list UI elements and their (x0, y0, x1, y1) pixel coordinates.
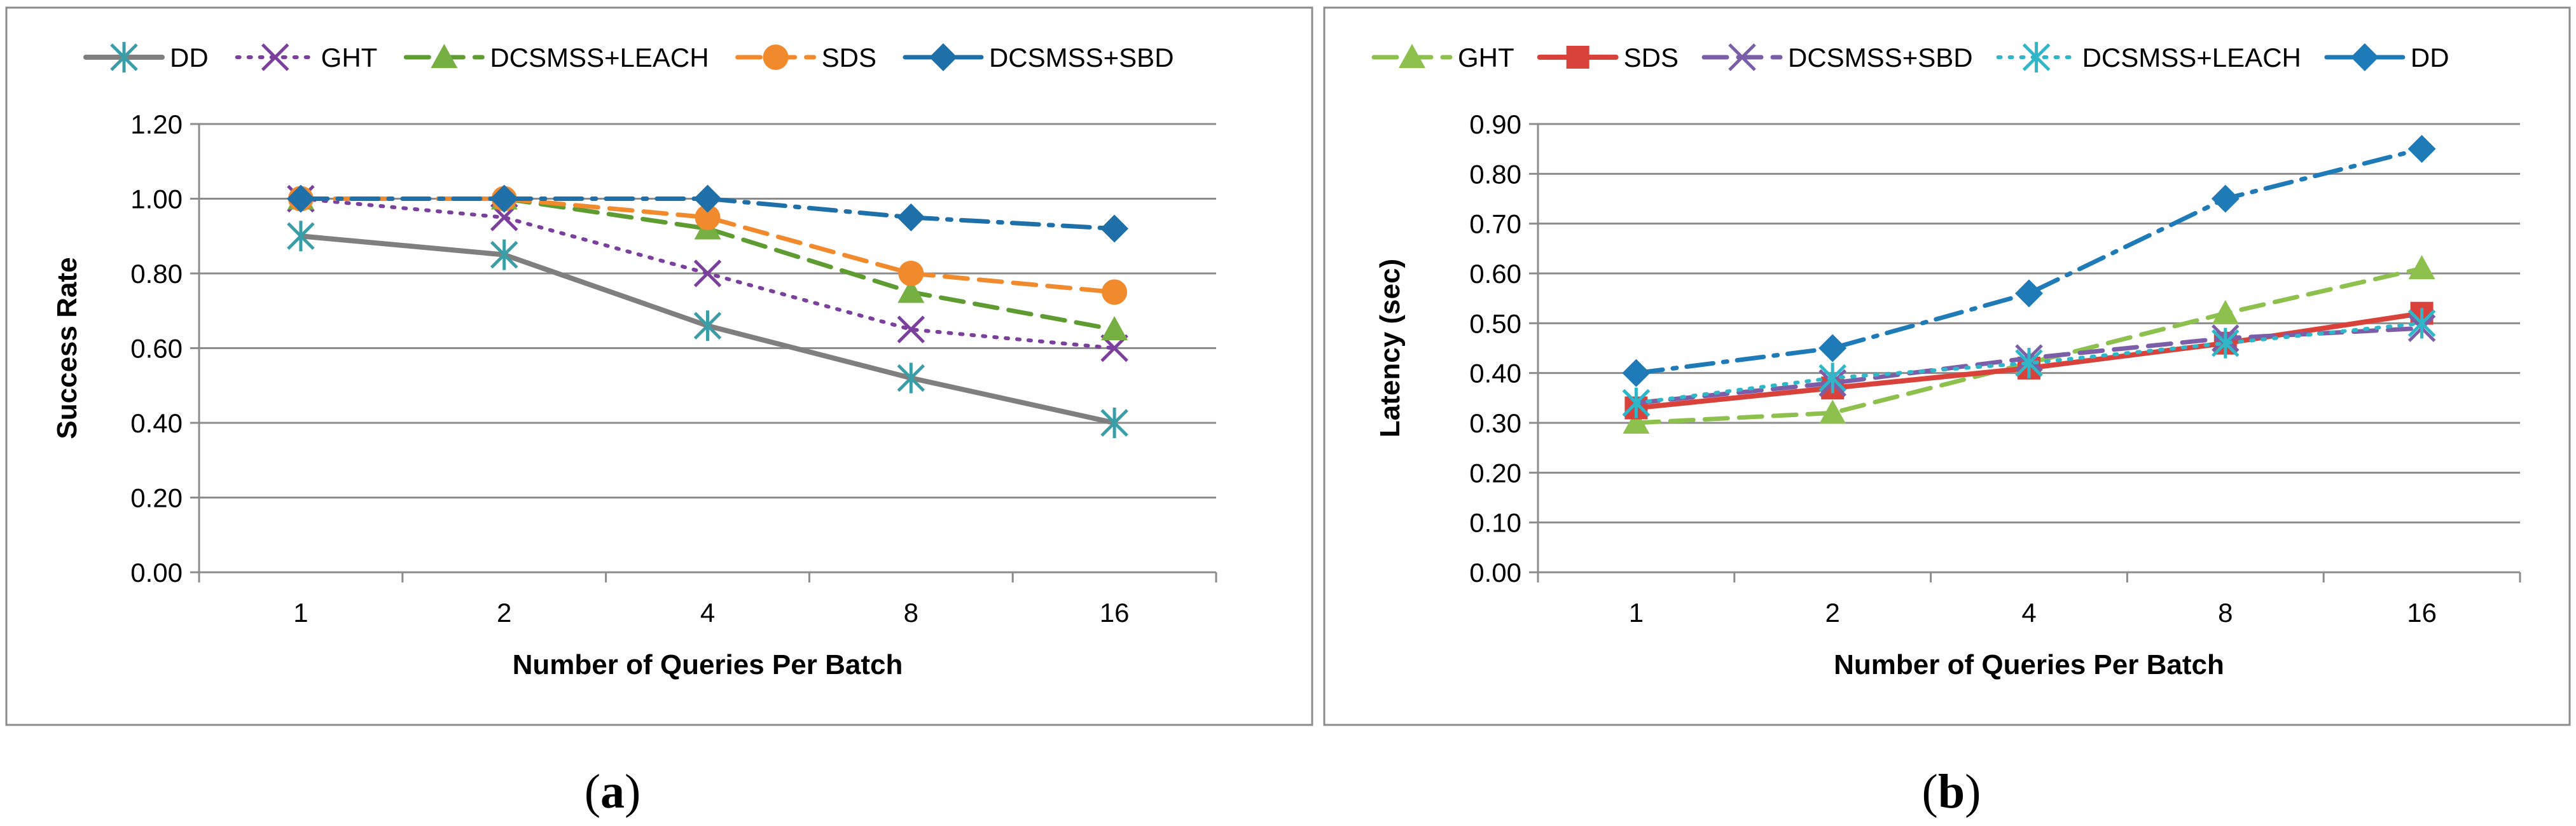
panel-a-xtick-label: 2 (497, 598, 511, 628)
panel-a-legend-marker (763, 45, 789, 70)
panel-b-chart: 0.00 0.10 0.20 0.30 0.40 0.50 0.60 0.70 0.80 0.90… (1371, 42, 2521, 680)
panel-a-xtick-label: 4 (700, 598, 715, 628)
panel-b-legend-marker (2350, 43, 2379, 71)
panel-a-legend-label: SDS (822, 43, 876, 72)
panel-a-ytick-label: 1.20 (130, 109, 183, 139)
panel-b-legend-marker (2022, 42, 2051, 72)
panel-a-ytick-label: 0.80 (130, 259, 183, 289)
panel-b-data-point (2212, 299, 2239, 324)
panel-b-data-point (2211, 184, 2240, 213)
panel-a-data-point (897, 362, 925, 394)
panel-b-legend-marker (1728, 43, 1756, 71)
panel-b-xtick-label: 4 (2021, 598, 2036, 628)
panel-a-data-point (897, 203, 925, 231)
panel-b-data-point (1622, 359, 1651, 387)
panel-a-legend-marker (110, 42, 138, 72)
panel-a-legend-marker (929, 43, 957, 71)
panel-a-xtick-label: 16 (1100, 598, 1130, 628)
panel-b-legend: GHT SDS DCSMSS+SBD DCSMSS+LEACH DD (1371, 42, 2449, 72)
panel-b-legend-label: GHT (1458, 43, 1514, 72)
panel-b-xtick-label: 1 (1629, 598, 1644, 628)
panel-a-series-line (298, 196, 1117, 294)
panel-a-caption: (a) (585, 765, 641, 818)
panel-b-caption: (b) (1922, 765, 1981, 818)
panel-b-data-point (2407, 135, 2436, 163)
panel-a-data-point (1100, 408, 1128, 438)
panel-a-legend-marker (261, 43, 289, 71)
panel-a-ytick-label: 0.60 (130, 334, 183, 364)
panel-b-series-dcsmss-leach (1622, 308, 2436, 418)
panel-b-legend-marker (1566, 46, 1589, 69)
panel-b-ytick-label: 0.20 (1469, 458, 1521, 488)
panel-a-frame (5, 6, 1313, 726)
panel-a-x-axis-title: Number of Queries Per Batch (513, 649, 903, 680)
panel-a-data-point (1102, 279, 1128, 305)
panel-a-data-point (286, 184, 315, 213)
panel-b-data-point (1623, 410, 1650, 434)
panel-a-y-axis-title: Success Rate (52, 257, 83, 439)
panel-b-data-point (2015, 279, 2043, 308)
panel-a-legend-label: DCSMSS+SBD (989, 43, 1174, 72)
panel-b-ytick-label: 0.70 (1469, 209, 1521, 239)
panel-a-series-dd (287, 221, 1128, 438)
panel-b-data-point (2212, 327, 2240, 359)
panel-b-ytick-label: 0.00 (1469, 558, 1521, 588)
panel-b-xtick-label: 8 (2218, 598, 2233, 628)
panel-a-data-point (287, 221, 315, 252)
panel-b-ytick-label: 0.40 (1469, 359, 1521, 389)
panel-b-legend-label: DCSMSS+SBD (1788, 43, 1973, 72)
panel-b-legend-label: DCSMSS+LEACH (2082, 43, 2301, 72)
panel-a-ytick-label: 0.40 (130, 408, 183, 438)
panel-b-xtick-label: 2 (1825, 598, 1840, 628)
panel-a-data-point (695, 204, 721, 230)
panel-b-legend-marker (1399, 44, 1425, 68)
panel-b-data-point (1818, 334, 1847, 362)
panel-b-xtick-label: 16 (2407, 598, 2437, 628)
panel-a-data-point (897, 279, 925, 303)
panel-a-xtick-label: 1 (293, 598, 308, 628)
panel-b-ytick-label: 0.30 (1469, 408, 1521, 438)
panel-b-data-point (2015, 348, 2043, 378)
panel-b-ytick-label: 0.60 (1469, 259, 1521, 289)
panel-b-frame (1323, 6, 2571, 726)
panel-a-data-point (693, 310, 722, 341)
panel-b-ytick-label: 0.90 (1469, 109, 1521, 139)
panel-a-xtick-label: 8 (904, 598, 918, 628)
panel-b-data-point (1819, 399, 1846, 424)
panel-b-data-point (1622, 387, 1651, 418)
panel-b-series-line (1633, 146, 2425, 376)
panel-a-legend-label: DD (170, 43, 209, 72)
panel-a-data-point (693, 259, 722, 287)
panel-a-legend-label: GHT (321, 43, 378, 72)
panel-b-ytick-label: 0.50 (1469, 308, 1521, 338)
panel-a-data-point (1100, 214, 1129, 243)
panel-b-x-axis-title: Number of Queries Per Batch (1834, 649, 2224, 680)
panel-a-ytick-label: 0.20 (130, 483, 183, 513)
panel-b-ytick-label: 0.80 (1469, 159, 1521, 189)
panel-b-data-point (2407, 308, 2436, 339)
panel-b-legend-label: DD (2411, 43, 2449, 72)
panel-a-series-dcsmss-sbd (286, 184, 1129, 243)
panel-b-data-point (1818, 362, 1846, 394)
panel-a-data-point (490, 184, 518, 213)
panel-b-series-dd (1622, 135, 2436, 387)
panel-a-ytick-label: 1.00 (130, 184, 183, 214)
panel-a-chart: 0.00 0.20 0.40 0.60 0.80 1.00 1.20 1 2 4 8 16 Number… (52, 42, 1217, 680)
panel-a-data-point (693, 184, 722, 213)
panel-b-data-point (2408, 255, 2435, 280)
panel-a-data-point (1101, 316, 1128, 341)
panel-a-data-point (898, 261, 924, 286)
panel-a-legend-label: DCSMSS+LEACH (490, 43, 709, 72)
panel-b-ytick-label: 0.10 (1469, 508, 1521, 538)
panel-b-legend-label: SDS (1624, 43, 1679, 72)
panel-b-y-axis-title: Latency (sec) (1375, 259, 1406, 437)
panel-a-data-point (897, 315, 925, 343)
panel-a-ytick-label: 0.00 (130, 558, 183, 588)
panel-a-legend-marker (431, 44, 458, 68)
panel-a-legend: DD GHT DCSMSS+LEACH SDS DCSMSS+SBD (83, 42, 1174, 72)
panel-a-data-point (490, 239, 518, 270)
